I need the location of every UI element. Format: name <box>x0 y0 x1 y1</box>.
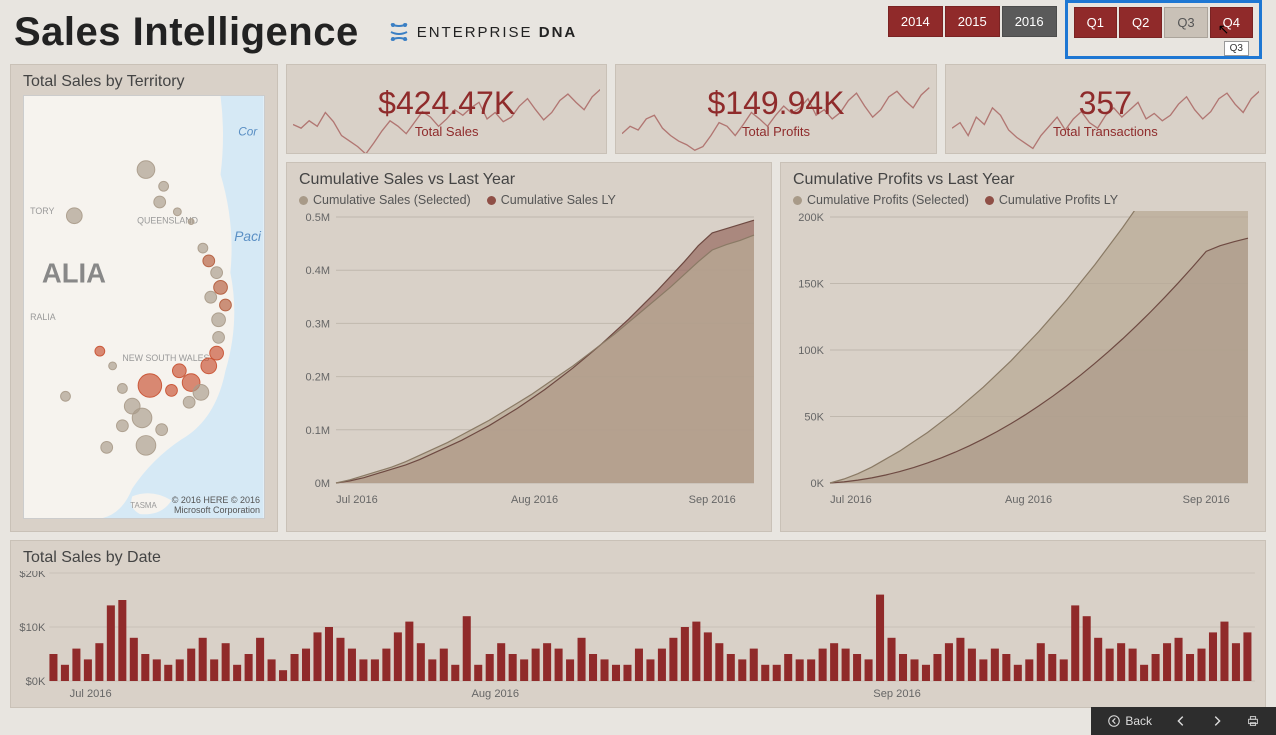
svg-text:Cor: Cor <box>238 125 258 138</box>
kpi-value: 357 <box>1079 85 1132 122</box>
slicer-2016[interactable]: 2016 <box>1002 6 1057 37</box>
page-title: Sales Intelligence <box>14 10 359 55</box>
chart-title: Cumulative Sales vs Last Year <box>287 163 771 193</box>
quarter-slicer[interactable]: Q1Q2Q3Q4 <box>1074 7 1253 38</box>
svg-text:Jul 2016: Jul 2016 <box>830 494 872 506</box>
svg-text:100K: 100K <box>798 345 824 357</box>
year-slicer[interactable]: 201420152016 <box>888 6 1057 37</box>
chevron-left-icon <box>1174 714 1188 728</box>
dna-icon <box>387 20 411 44</box>
map-credits: © 2016 HERE © 2016Microsoft Corporation <box>172 496 260 516</box>
svg-text:0.5M: 0.5M <box>306 212 330 224</box>
svg-text:50K: 50K <box>804 412 824 424</box>
legend-item: Cumulative Sales (Selected) <box>299 193 471 207</box>
back-icon <box>1107 714 1121 728</box>
prev-page-button[interactable] <box>1166 710 1196 732</box>
territory-map[interactable]: QUEENSLANDNEW SOUTH WALESALIARALIATORYTA… <box>23 95 265 519</box>
kpi-total-profits: $149.94K Total Profits <box>615 64 936 154</box>
svg-text:NEW SOUTH WALES: NEW SOUTH WALES <box>122 353 209 363</box>
kpi-value: $424.47K <box>378 85 515 122</box>
svg-text:200K: 200K <box>798 212 824 224</box>
chart-title: Cumulative Profits vs Last Year <box>781 163 1265 193</box>
chart-title: Total Sales by Date <box>11 541 1265 571</box>
slicer-q3[interactable]: Q3 <box>1164 7 1207 38</box>
svg-text:Jul 2016: Jul 2016 <box>70 688 112 700</box>
quarter-tooltip: Q3 <box>1224 41 1249 56</box>
slicer-2014[interactable]: 2014 <box>888 6 943 37</box>
svg-text:$10K: $10K <box>19 622 46 634</box>
slicer-q2[interactable]: Q2 <box>1119 7 1162 38</box>
svg-text:ALIA: ALIA <box>42 257 106 288</box>
kpi-total-sales: $424.47K Total Sales <box>286 64 607 154</box>
cumulative-sales-chart[interactable]: Cumulative Sales vs Last Year Cumulative… <box>286 162 772 532</box>
print-button[interactable] <box>1238 710 1268 732</box>
svg-text:0.1M: 0.1M <box>306 425 330 437</box>
quarter-slicer-highlight: Q1Q2Q3Q4 Q3 ↖ <box>1065 0 1262 59</box>
svg-text:$20K: $20K <box>19 571 46 580</box>
map-panel: Total Sales by Territory QUEENSLANDNEW S… <box>10 64 278 532</box>
svg-text:TASMA: TASMA <box>130 501 157 510</box>
svg-text:150K: 150K <box>798 279 824 291</box>
kpi-value: $149.94K <box>707 85 844 122</box>
svg-text:0.3M: 0.3M <box>306 318 330 330</box>
slicer-q1[interactable]: Q1 <box>1074 7 1117 38</box>
svg-text:0.2M: 0.2M <box>306 372 330 384</box>
svg-text:RALIA: RALIA <box>30 312 56 322</box>
sales-by-date-chart[interactable]: Total Sales by Date $0K $10K $20K Jul 2016 A… <box>10 540 1266 708</box>
svg-text:0.4M: 0.4M <box>306 265 330 277</box>
back-label: Back <box>1125 714 1152 728</box>
legend-item: Cumulative Profits (Selected) <box>793 193 969 207</box>
map-title: Total Sales by Territory <box>11 65 277 95</box>
chevron-right-icon <box>1210 714 1224 728</box>
kpi-label: Total Sales <box>415 124 479 139</box>
svg-text:Sep 2016: Sep 2016 <box>1183 494 1230 506</box>
back-button[interactable]: Back <box>1099 710 1160 732</box>
svg-text:Aug 2016: Aug 2016 <box>1005 494 1052 506</box>
svg-text:Jul 2016: Jul 2016 <box>336 494 378 506</box>
svg-text:Paci: Paci <box>234 229 262 244</box>
kpi-label: Total Profits <box>742 124 810 139</box>
svg-text:Aug 2016: Aug 2016 <box>511 494 558 506</box>
svg-text:0K: 0K <box>811 478 825 490</box>
cumulative-profits-chart[interactable]: Cumulative Profits vs Last Year Cumulati… <box>780 162 1266 532</box>
kpi-label: Total Transactions <box>1053 124 1158 139</box>
next-page-button[interactable] <box>1202 710 1232 732</box>
svg-text:$0K: $0K <box>26 676 46 688</box>
svg-text:0M: 0M <box>315 478 330 490</box>
legend-item: Cumulative Sales LY <box>487 193 616 207</box>
chart-legend: Cumulative Profits (Selected) Cumulative … <box>781 193 1265 211</box>
svg-text:Sep 2016: Sep 2016 <box>689 494 736 506</box>
slicer-2015[interactable]: 2015 <box>945 6 1000 37</box>
svg-text:TORY: TORY <box>30 206 54 216</box>
kpi-total-transactions: 357 Total Transactions <box>945 64 1266 154</box>
svg-text:Aug 2016: Aug 2016 <box>471 688 519 700</box>
report-footer: Back <box>1091 707 1276 735</box>
slicer-q4[interactable]: Q4 <box>1210 7 1253 38</box>
svg-text:Sep 2016: Sep 2016 <box>873 688 921 700</box>
legend-item: Cumulative Profits LY <box>985 193 1118 207</box>
print-icon <box>1246 714 1260 728</box>
chart-legend: Cumulative Sales (Selected) Cumulative Sa… <box>287 193 771 211</box>
brand-logo: ENTERPRISE DNA <box>387 20 578 44</box>
